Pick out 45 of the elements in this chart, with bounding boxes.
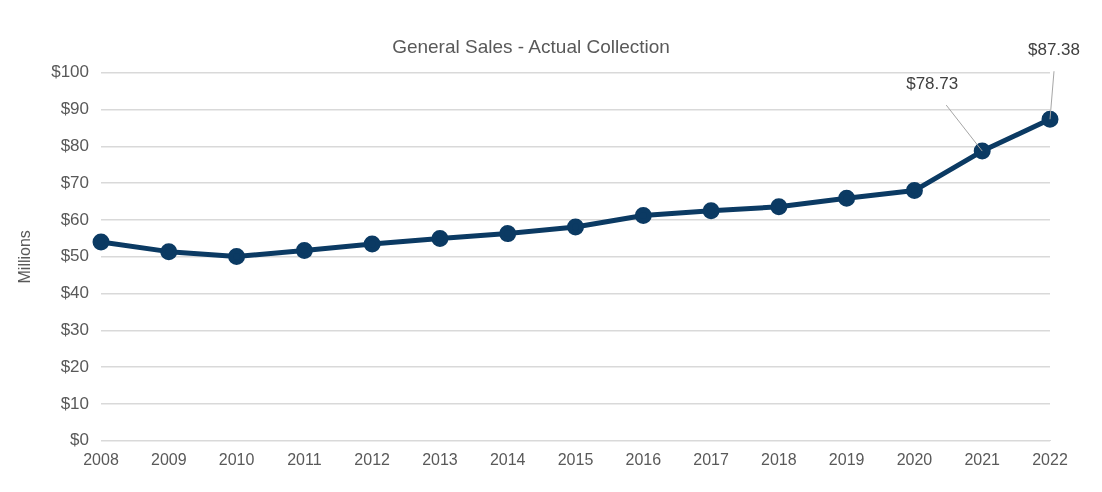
point xyxy=(92,233,110,251)
y-tick-label: $10 xyxy=(60,393,90,413)
x-tick-label: 2014 xyxy=(489,450,526,468)
x-tick-label: 2009 xyxy=(151,450,187,468)
chart-title: General Sales - Actual Collection xyxy=(392,35,670,57)
x-tick-label: 2021 xyxy=(964,450,1001,468)
y-tick-label: $80 xyxy=(60,136,90,156)
point xyxy=(770,198,788,216)
x-tick-label: 2012 xyxy=(354,450,391,468)
point xyxy=(499,225,517,243)
x-tick-label: 2015 xyxy=(557,450,594,468)
data-label: $87.38 xyxy=(1028,40,1080,60)
point xyxy=(702,202,720,220)
point xyxy=(838,189,856,207)
point xyxy=(363,235,381,253)
y-tick-label: $100 xyxy=(51,62,90,82)
x-tick-label: 2010 xyxy=(218,450,255,468)
x-tick-label: 2019 xyxy=(828,450,865,468)
point xyxy=(973,142,991,160)
point xyxy=(1041,110,1059,128)
x-tick-label: 2016 xyxy=(625,450,662,468)
y-tick-label: $50 xyxy=(60,246,90,266)
y-tick-label: $30 xyxy=(60,320,90,340)
point xyxy=(295,242,313,260)
x-tick-label: 2011 xyxy=(287,450,322,468)
x-tick-label: 2017 xyxy=(693,450,729,468)
y-tick-label: $90 xyxy=(60,99,90,119)
x-tick-label: 2022 xyxy=(1032,450,1068,468)
point xyxy=(160,243,178,261)
point xyxy=(431,229,449,247)
point xyxy=(634,207,652,225)
y-tick-label: $70 xyxy=(60,172,90,192)
point xyxy=(228,247,246,265)
x-tick-label: 2013 xyxy=(422,450,458,468)
y-tick-label: $60 xyxy=(60,209,90,229)
data-label: $78.73 xyxy=(906,74,959,94)
y-tick-label: $20 xyxy=(60,356,90,376)
y-tick-label: $40 xyxy=(60,283,90,303)
x-tick-label: 2020 xyxy=(896,450,933,468)
point xyxy=(567,218,585,236)
y-tick-label: $0 xyxy=(70,430,90,450)
point xyxy=(905,182,923,200)
y-axis-title: Millions xyxy=(16,230,34,284)
x-tick-label: 2008 xyxy=(83,450,119,468)
x-tick-label: 2018 xyxy=(761,450,797,468)
